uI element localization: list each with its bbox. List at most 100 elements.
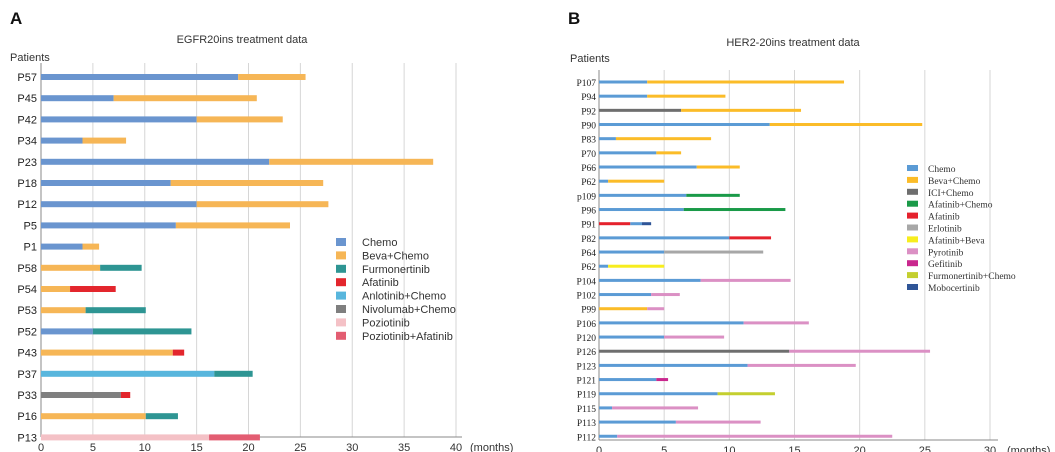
bar-segment-chemo [599, 420, 676, 424]
patient-label: P115 [577, 405, 596, 415]
patient-label: P52 [17, 326, 37, 338]
bar-segment-furmonertinib [85, 307, 146, 314]
bar-segment-beva-chemo [41, 349, 173, 356]
bar-segment-afatinib-beva [608, 264, 665, 268]
x-tick-label: 0 [596, 445, 602, 452]
x-tick-label: 5 [90, 442, 96, 452]
bar-segment-ici-chemo [599, 349, 790, 353]
x-tick-label: 20 [242, 442, 254, 452]
bar-segment-beva-chemo [599, 307, 648, 311]
patient-label: P120 [576, 334, 596, 344]
legend-swatch [336, 331, 346, 340]
legend-label: Afatinib+Chemo [928, 200, 993, 211]
bar-segment-chemo [599, 193, 687, 197]
legend-swatch [336, 264, 346, 273]
bar-segment-beva-chemo [269, 158, 434, 165]
bar-segment-chemo [41, 95, 114, 102]
bar-segment-poziotinib-afatinib [209, 434, 260, 441]
panel-a-ylabel: Patients [10, 52, 50, 64]
bar-segment-afatinib [729, 236, 772, 240]
bar-segment-nivolumab-chemo [41, 392, 121, 398]
legend-swatch [907, 224, 918, 231]
bar-segment-beva-chemo [681, 108, 802, 112]
patient-label: P54 [17, 284, 37, 296]
bar-segment-mobocertinib [642, 222, 652, 226]
bar-segment-furmonertinib [100, 264, 142, 271]
patient-label: P112 [577, 433, 596, 443]
legend-swatch [907, 200, 918, 207]
patient-label: P18 [17, 178, 37, 190]
bar-segment-beva-chemo [175, 222, 290, 229]
bar-segment-pyrotinib [664, 335, 725, 339]
panel-a-title: EGFR20ins treatment data [177, 34, 309, 46]
patient-label: P34 [17, 136, 37, 148]
x-tick-label: 0 [38, 442, 44, 452]
bar-segment-chemo [599, 363, 748, 367]
bar-segment-pyrotinib [675, 420, 761, 424]
patient-label: P104 [576, 277, 596, 287]
bar-segment-chemo [41, 74, 239, 80]
bar-segment-pyrotinib [747, 363, 856, 367]
bar-segment-pyrotinib [743, 321, 809, 325]
patient-label: P16 [17, 411, 37, 423]
bar-segment-chemo [599, 321, 744, 325]
bar-segment-afatinib-chemo [686, 193, 740, 197]
bar-segment-beva-chemo [170, 180, 324, 186]
patient-label: P102 [576, 292, 596, 302]
bar-segment-chemo [41, 328, 93, 335]
x-tick-label: 30 [346, 442, 358, 452]
bar-segment-pyrotinib [612, 406, 699, 410]
x-tick-label: 35 [398, 442, 410, 452]
bar-segment-chemo [630, 222, 643, 226]
patient-label: P45 [17, 93, 37, 105]
x-tick-label: 25 [919, 445, 931, 452]
bar-segment-furmonertinib [214, 370, 253, 377]
patient-label: P107 [576, 79, 596, 89]
bar-segment-beva-chemo [196, 116, 283, 123]
legend-swatch [336, 238, 346, 246]
bar-segment-chemo [599, 179, 609, 183]
panel-a-chart: 0 5 10 15 20 25 30 35 40 (months) P57 P45 P42 P34 P23 P… [17, 63, 513, 452]
legend-swatch [907, 284, 918, 290]
x-tick-label: 25 [294, 442, 306, 452]
patient-label: P13 [17, 432, 37, 444]
bar-segment-pyrotinib [651, 293, 680, 297]
patient-label: P33 [17, 390, 37, 402]
legend-label: Mobocertinib [928, 284, 980, 294]
bar-segment-chemo [599, 151, 657, 155]
legend-swatch [907, 212, 918, 219]
patient-label: P62 [581, 263, 596, 273]
patient-label: P119 [577, 391, 596, 401]
x-axis-label: (months) [470, 442, 513, 452]
bar-segment-chemo [599, 236, 730, 240]
patient-label: P43 [17, 348, 37, 360]
bar-segment-chemo [599, 406, 613, 410]
bar-segment-chemo [599, 80, 648, 84]
panel-b-title: HER2-20ins treatment data [726, 37, 860, 49]
legend-label: Anlotinib+Chemo [362, 291, 446, 303]
bar-segment-beva-chemo [238, 74, 306, 80]
patient-label: P91 [581, 221, 596, 231]
bar-segment-chemo [599, 335, 665, 339]
bar-segment-chemo [599, 123, 770, 127]
patient-label: P37 [17, 369, 37, 381]
x-axis-label: (months) [1007, 445, 1050, 452]
patient-label: P64 [581, 249, 596, 259]
legend-label: Pyrotinib [928, 248, 964, 258]
bar-segment-chemo [599, 137, 616, 141]
bar-segment-afatinib [599, 222, 631, 226]
legend-swatch [907, 272, 918, 279]
legend-label: Poziotinib [362, 317, 410, 329]
patient-label: P1 [24, 242, 37, 254]
patient-label: P82 [581, 235, 596, 245]
bar-segment-afatinib [70, 286, 116, 292]
patient-label: P66 [581, 164, 596, 174]
panel-a-letter: A [10, 9, 22, 28]
patient-label: P96 [581, 207, 596, 217]
bar-segment-chemo [599, 165, 697, 169]
patient-label: P92 [581, 107, 596, 117]
bar-segment-chemo [599, 378, 657, 382]
bar-segment-pyrotinib [700, 278, 791, 282]
legend-swatch [336, 318, 346, 327]
